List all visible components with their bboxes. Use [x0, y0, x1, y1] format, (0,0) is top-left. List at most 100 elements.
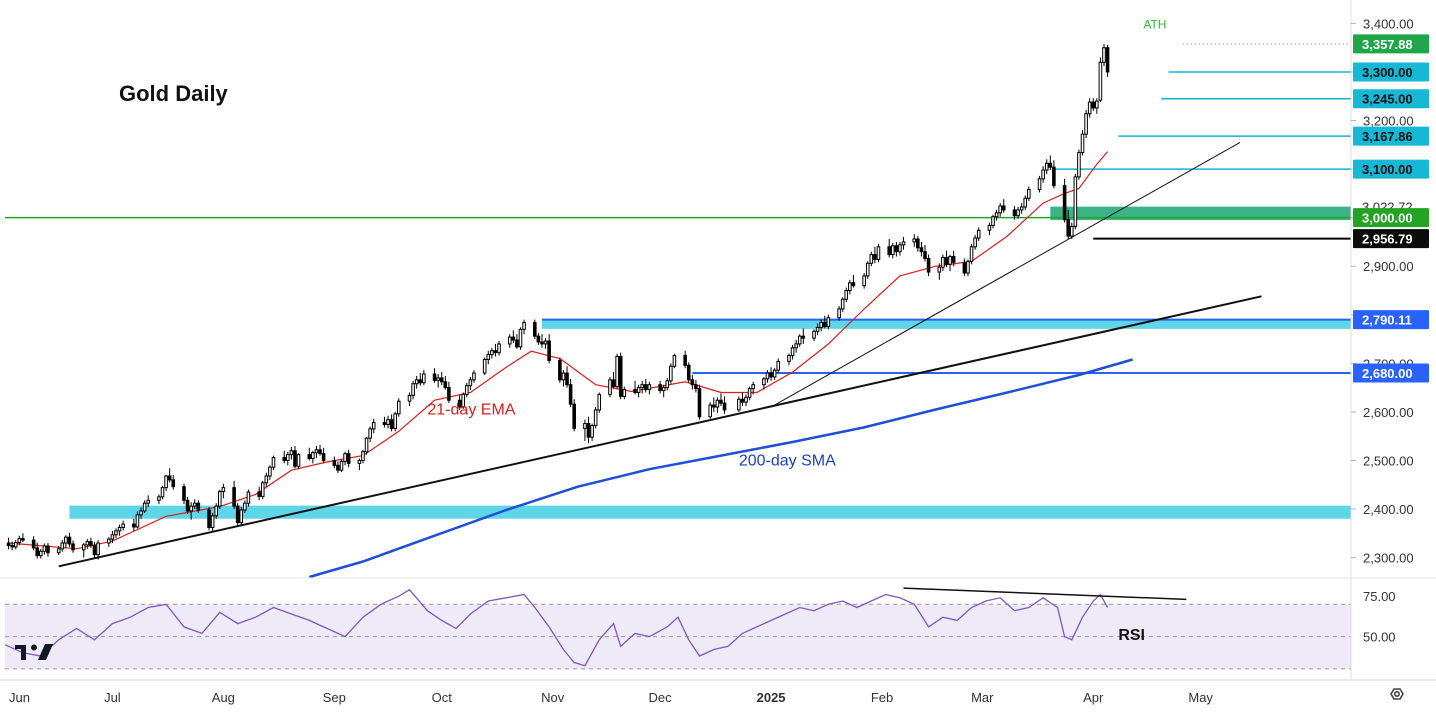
candle-body: [407, 394, 412, 402]
candle-body: [67, 536, 72, 545]
price-label-box: [1353, 363, 1429, 383]
time-tick-label: Apr: [1083, 690, 1104, 705]
candle-body: [987, 224, 992, 231]
candle-body: [132, 523, 136, 528]
candle-body: [1016, 209, 1020, 217]
candle-body: [547, 340, 551, 361]
candle-body: [107, 538, 111, 544]
candle-body: [633, 389, 637, 393]
candle-body: [969, 246, 974, 262]
price-label-box: [1353, 126, 1429, 146]
candle-body: [296, 454, 301, 467]
candle-body: [561, 372, 566, 381]
candle-body: [157, 496, 161, 501]
time-tick-label: Oct: [432, 690, 453, 705]
candle-body: [708, 404, 713, 418]
candle-body: [507, 336, 512, 345]
candle-body: [590, 424, 594, 438]
candle-body: [432, 373, 437, 381]
time-tick-label: May: [1188, 690, 1213, 705]
trendline: [770, 141, 1241, 408]
trendline: [58, 295, 1262, 568]
price-label-box: [1353, 310, 1429, 330]
settings-gear-icon[interactable]: [1390, 688, 1404, 700]
candle-body: [618, 356, 623, 397]
candle-body: [844, 290, 849, 300]
zone-rect: [69, 505, 1352, 519]
candle-body: [962, 261, 967, 274]
candle-body: [339, 460, 344, 471]
candle-body: [722, 402, 727, 411]
price-label-box: [1353, 34, 1429, 54]
candle-body: [465, 385, 469, 395]
candle-body: [361, 451, 365, 461]
candle-body: [536, 335, 541, 343]
candle-body: [1069, 225, 1074, 237]
candle-body: [801, 335, 806, 339]
candle-body: [669, 365, 673, 382]
candle-body: [572, 403, 576, 429]
candle-body: [146, 499, 150, 504]
candle-body: [468, 379, 473, 387]
candle-body: [1041, 169, 1045, 180]
candle-body: [683, 355, 687, 366]
candle-body: [794, 343, 798, 349]
candle-body: [182, 486, 186, 501]
rsi-tick-label: 75.00: [1363, 589, 1396, 604]
candle-body: [160, 487, 165, 498]
candle-body: [393, 413, 397, 429]
candle-body: [919, 247, 924, 253]
price-label-text: 2,956.79: [1362, 232, 1413, 247]
price-label-box: [1353, 89, 1429, 109]
price-label-box: [1353, 62, 1429, 82]
candle-body: [622, 389, 627, 397]
candle-body: [382, 422, 387, 426]
candle-body: [787, 355, 791, 362]
candle-body: [1001, 205, 1006, 211]
candle-body: [89, 541, 93, 546]
candle-body: [414, 379, 419, 385]
candle-body: [840, 298, 845, 310]
candle-body: [518, 328, 523, 348]
candle-body: [110, 534, 115, 540]
candle-body: [894, 245, 899, 253]
candle-body: [311, 452, 315, 460]
candle-body: [565, 372, 569, 386]
candle-body: [493, 350, 498, 354]
time-tick-label: Nov: [541, 690, 565, 705]
candle-body: [543, 340, 548, 345]
candle-body: [912, 238, 917, 243]
candle-body: [672, 355, 677, 367]
candle-body: [1105, 47, 1110, 73]
candle-body: [490, 350, 494, 356]
candle-body: [815, 326, 820, 332]
rsi-line: [4, 588, 1109, 667]
candle-body: [586, 423, 591, 438]
candle-body: [661, 387, 666, 392]
candle-body: [96, 542, 100, 556]
candle-body: [436, 377, 440, 381]
candle-body: [264, 475, 269, 484]
zones-layer: [69, 206, 1352, 519]
candle-body: [951, 256, 956, 263]
candle-body: [221, 487, 226, 493]
price-label-text: 3,300.00: [1362, 65, 1413, 80]
candle-body: [411, 383, 415, 396]
candle-body: [862, 275, 866, 287]
candle-body: [235, 505, 240, 524]
candle-body: [751, 384, 755, 390]
candle-body: [973, 237, 977, 248]
candle-body: [1019, 206, 1024, 211]
annotation-label: RSI: [1118, 627, 1145, 644]
price-tick-label: 2,900.00: [1363, 259, 1414, 274]
candle-body: [368, 428, 372, 439]
tradingview-logo: [15, 644, 53, 660]
candle-body: [901, 241, 906, 246]
price-tick-label: 2,300.00: [1363, 551, 1414, 566]
candle-body: [1044, 162, 1049, 171]
annotations-layer: ATH 21-day EMA 200-day SMA RSI: [427, 17, 1166, 644]
candle-body: [189, 505, 193, 512]
candle-body: [515, 339, 519, 348]
candle-body: [994, 212, 999, 218]
